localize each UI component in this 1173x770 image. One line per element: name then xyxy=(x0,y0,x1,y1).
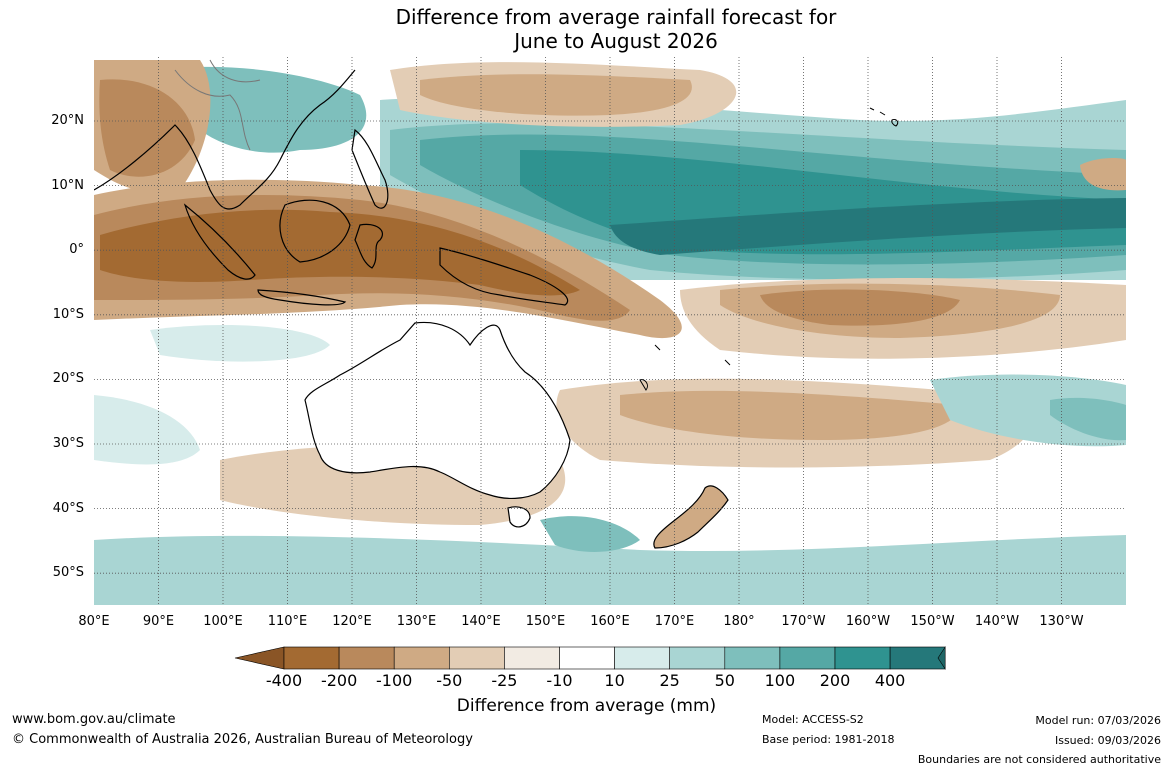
latitude-label: 20°S xyxy=(52,371,84,387)
colorbar-tick-label: 400 xyxy=(874,671,906,690)
longitude-label: 120°E xyxy=(332,614,372,629)
colorbar-swatch xyxy=(393,646,450,670)
longitude-label: 160°W xyxy=(845,614,891,629)
colorbar-tick-label: 25 xyxy=(659,671,680,690)
title-line-1: Difference from average rainfall forecas… xyxy=(395,5,837,29)
footer-issued: Issued: 09/03/2026 xyxy=(1054,734,1161,747)
colorbar-swatch xyxy=(559,646,615,670)
footer-disclaimer: Boundaries are not considered authoritat… xyxy=(917,753,1161,766)
colorbar-tick-label: -50 xyxy=(436,671,463,690)
colorbar-tick-label: -200 xyxy=(320,671,358,690)
colorbar-swatch xyxy=(283,646,340,670)
colorbar-tick-label: 50 xyxy=(714,671,735,690)
north-brown-1-core xyxy=(99,79,195,177)
colorbar-swatch xyxy=(779,646,836,670)
latitude-label: 20°N xyxy=(51,113,84,128)
colorbar-swatch xyxy=(614,646,670,670)
title-line-2: June to August 2026 xyxy=(514,29,718,53)
west-teal xyxy=(94,395,200,465)
south-brown-band-core xyxy=(620,390,960,440)
longitude-label: 170°E xyxy=(654,614,695,629)
borneo-outline xyxy=(279,199,351,263)
pacific-islands xyxy=(639,344,731,391)
australia-outline xyxy=(304,321,571,499)
colorbar-above-arrow xyxy=(937,645,946,671)
colorbar-tick-label: -10 xyxy=(546,671,573,690)
longitude-label: 150°E xyxy=(525,614,566,629)
footer-model: Model: ACCESS-S2 xyxy=(762,713,864,726)
longitude-label: 130°W xyxy=(1039,614,1084,629)
colorbar-swatch xyxy=(724,646,781,670)
tasmania-outline xyxy=(507,506,531,528)
maritime-brown-max xyxy=(100,209,580,296)
java-outline xyxy=(257,289,347,306)
footer-url[interactable]: www.bom.gov.au/climate xyxy=(12,712,176,727)
new-guinea-outline xyxy=(439,247,568,306)
southern-teal-core xyxy=(540,516,640,552)
latitude-label: 0° xyxy=(69,242,84,258)
longitude-label: 110°E xyxy=(267,614,308,629)
colorbar xyxy=(234,645,946,671)
footer-base-period: Base period: 1981-2018 xyxy=(762,733,895,746)
colorbar-swatch xyxy=(889,646,946,670)
colorbar-swatch xyxy=(338,646,395,670)
sulawesi-outline xyxy=(354,223,383,269)
asia-coast xyxy=(94,69,356,210)
longitude-label: 100°E xyxy=(203,614,243,629)
colorbar-tick-label: 10 xyxy=(604,671,625,690)
longitude-label: 150°W xyxy=(910,614,955,629)
colorbar-swatch xyxy=(504,646,560,670)
latitude-label: 50°S xyxy=(52,565,84,581)
latitude-label: 10°S xyxy=(52,306,84,322)
latitude-label: 10°N xyxy=(51,177,84,193)
map-gridlines xyxy=(94,57,1126,605)
colorbar-below-arrow xyxy=(234,646,285,670)
indochina-teal xyxy=(160,66,367,153)
colorbar-tick-label: -400 xyxy=(265,671,303,690)
colorbar-swatch xyxy=(448,646,505,670)
country-borders xyxy=(174,59,261,151)
longitude-label: 180° xyxy=(723,614,755,629)
footer-model-run: Model run: 07/03/2026 xyxy=(1035,714,1161,727)
new-zealand-outline xyxy=(653,485,729,549)
se-teal-core xyxy=(1050,397,1126,441)
colorbar-swatch xyxy=(834,646,891,670)
colorbar-tick-label: 100 xyxy=(764,671,796,690)
longitude-label: 80°E xyxy=(78,614,110,629)
north-brown-2-core xyxy=(420,74,692,116)
sw-pacific-brown-max xyxy=(760,289,960,326)
longitude-label: 140°E xyxy=(461,614,501,629)
footer-copyright: © Commonwealth of Australia 2026, Austra… xyxy=(12,732,473,747)
philippines-outline xyxy=(351,128,389,209)
map-title: Difference from average rainfall forecas… xyxy=(0,5,1173,53)
colorbar-tick-label: -25 xyxy=(491,671,518,690)
longitude-label: 140°W xyxy=(974,614,1020,629)
longitude-label: 170°W xyxy=(781,614,826,629)
colorbar-tick-label: -100 xyxy=(376,671,413,690)
far-east-brown xyxy=(1080,157,1126,191)
sumatra-outline xyxy=(183,203,256,280)
longitude-label: 90°E xyxy=(142,614,175,629)
latitude-label: 40°S xyxy=(52,500,84,516)
longitude-label: 130°E xyxy=(396,614,437,629)
map-svg xyxy=(94,57,1126,671)
colorbar-title: Difference from average (mm) xyxy=(456,696,717,716)
colorbar-tick-label: 200 xyxy=(819,671,851,690)
colorbar-swatch xyxy=(669,646,726,670)
hawaii-islands xyxy=(869,107,899,127)
longitude-label: 160°E xyxy=(590,614,630,629)
latitude-label: 30°S xyxy=(52,436,84,451)
indian-teal xyxy=(150,325,330,362)
